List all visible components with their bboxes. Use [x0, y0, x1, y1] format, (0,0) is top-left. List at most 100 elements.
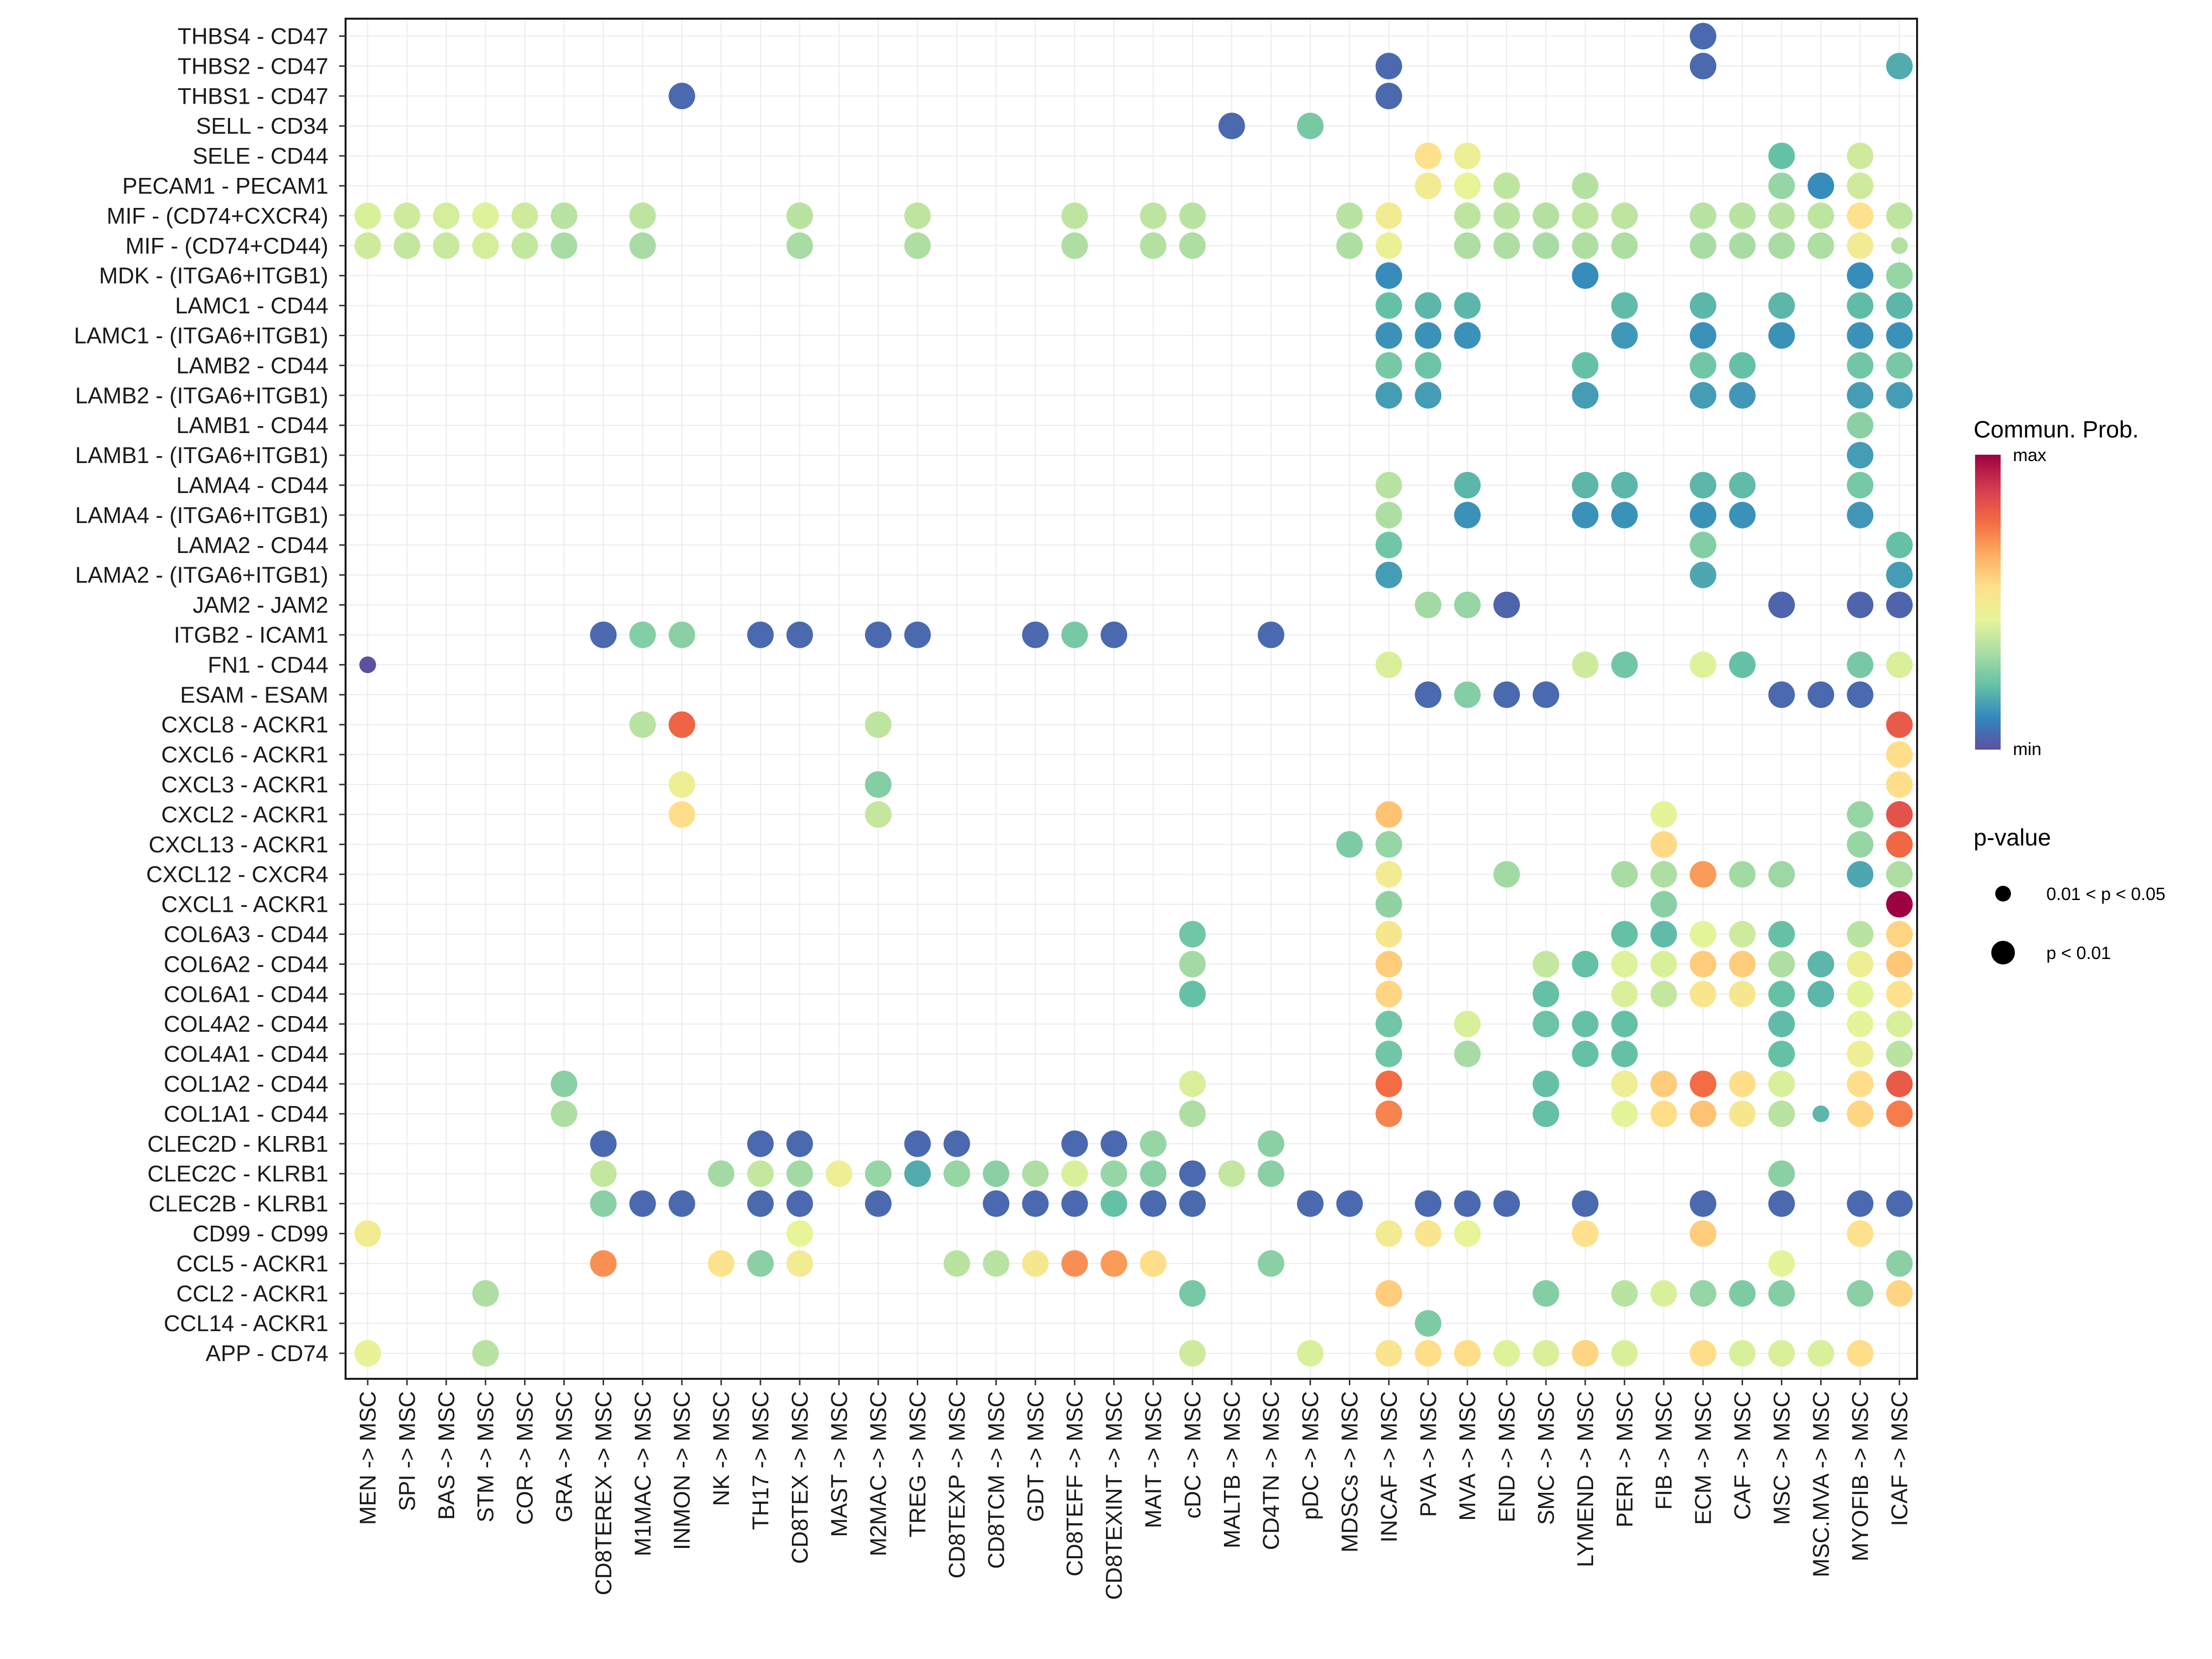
data-point — [1375, 1041, 1402, 1068]
data-point — [1768, 1071, 1795, 1097]
data-point — [1572, 262, 1599, 289]
data-point — [1847, 1071, 1874, 1097]
data-point — [1218, 113, 1245, 140]
y-tick-label: THBS2 - CD47 — [177, 53, 328, 79]
data-point — [1689, 1220, 1717, 1247]
x-tick-label: CAF -> MSC — [1730, 1391, 1755, 1520]
data-point — [1101, 1250, 1128, 1277]
size-legend-small-dot — [1995, 886, 2011, 902]
x-tick-label: MSC.MVA -> MSC — [1808, 1391, 1834, 1577]
y-tick-label: COL4A2 - CD44 — [164, 1011, 328, 1037]
x-tick-label: CD8TEREX -> MSC — [590, 1391, 616, 1595]
data-point — [1847, 501, 1874, 528]
data-point — [1061, 1250, 1088, 1277]
data-point — [1689, 861, 1717, 888]
data-point — [1689, 53, 1717, 80]
data-point — [1847, 1340, 1874, 1367]
data-point — [1768, 681, 1795, 708]
data-point — [1886, 53, 1913, 80]
data-point — [786, 1220, 813, 1247]
data-point — [1533, 951, 1559, 978]
y-tick-label: JAM2 - JAM2 — [193, 592, 328, 618]
data-point — [1729, 981, 1756, 1008]
data-point — [1415, 292, 1442, 319]
y-tick-label: FN1 - CD44 — [208, 652, 328, 677]
data-point — [1847, 232, 1874, 259]
data-point — [1179, 1340, 1206, 1367]
data-point — [472, 202, 499, 229]
data-point — [1572, 382, 1599, 409]
data-point — [1886, 1011, 1913, 1038]
data-point — [708, 1250, 735, 1277]
y-tick-label: CXCL6 - ACKR1 — [161, 742, 328, 767]
data-point — [1375, 651, 1402, 678]
x-tick-label: MYOFIB -> MSC — [1847, 1391, 1873, 1561]
data-point — [1768, 143, 1795, 170]
data-point — [1179, 1160, 1206, 1187]
data-point — [1729, 1100, 1756, 1127]
data-point — [1689, 472, 1717, 498]
data-point — [1689, 951, 1717, 978]
data-point — [865, 1190, 892, 1217]
data-point — [1847, 472, 1874, 498]
data-point — [1729, 472, 1756, 498]
data-point — [1493, 1190, 1520, 1217]
data-point — [1375, 861, 1402, 888]
data-point — [1336, 202, 1363, 229]
y-axis: THBS4 - CD47 THBS2 - CD47 THBS1 - CD47 SELL… — [74, 24, 346, 1366]
data-point — [1297, 1340, 1324, 1367]
data-point — [1375, 951, 1402, 978]
data-point — [1847, 921, 1874, 948]
y-tick-label: CLEC2D - KLRB1 — [147, 1131, 328, 1157]
data-point — [1454, 143, 1481, 170]
data-point — [1689, 531, 1717, 558]
x-tick-label: SMC -> MSC — [1533, 1391, 1559, 1525]
data-point — [1729, 1280, 1756, 1307]
y-tick-label: LAMC1 - CD44 — [175, 293, 328, 319]
x-tick-label: TREG -> MSC — [905, 1391, 931, 1538]
data-point — [1886, 1280, 1913, 1307]
data-point — [1886, 202, 1913, 229]
data-point — [1493, 591, 1520, 618]
data-point — [1891, 237, 1908, 254]
data-point — [433, 232, 460, 259]
data-point — [1886, 382, 1913, 409]
size-legend-title: p-value — [1974, 825, 2051, 851]
data-point — [1101, 1190, 1128, 1217]
data-point — [1493, 173, 1520, 199]
y-tick-label: CLEC2C - KLRB1 — [147, 1161, 328, 1187]
data-point — [1375, 831, 1402, 858]
data-point — [1768, 1100, 1795, 1127]
data-point — [1572, 951, 1599, 978]
data-point — [1375, 891, 1402, 918]
data-point — [1768, 591, 1795, 618]
data-point — [825, 1160, 852, 1187]
data-point — [1689, 352, 1717, 379]
x-tick-label: ICAF -> MSC — [1887, 1391, 1912, 1526]
x-tick-label: SPI -> MSC — [394, 1391, 420, 1511]
data-point — [1847, 352, 1874, 379]
x-tick-label: M2MAC -> MSC — [866, 1391, 891, 1556]
data-point — [590, 1130, 617, 1157]
data-point — [1689, 23, 1717, 50]
legend: Commun. Prob. max min p-value 0.01 < p <… — [1974, 417, 2165, 964]
y-tick-label: COL1A1 - CD44 — [164, 1101, 328, 1127]
data-point — [1650, 801, 1677, 828]
data-point — [1454, 232, 1481, 259]
x-tick-label: cDC -> MSC — [1180, 1391, 1205, 1518]
y-tick-label: COL4A1 - CD44 — [164, 1041, 328, 1067]
y-tick-label: COL6A2 - CD44 — [164, 951, 328, 977]
data-point — [1886, 801, 1913, 828]
data-point — [1729, 501, 1756, 528]
data-point — [511, 232, 538, 259]
data-point — [629, 232, 656, 259]
y-tick-label: CXCL13 - ACKR1 — [148, 832, 328, 857]
data-point — [1611, 232, 1638, 259]
data-point — [747, 621, 774, 648]
data-point — [1847, 322, 1874, 349]
data-point — [786, 1130, 813, 1157]
data-point — [1847, 442, 1874, 469]
data-point — [1650, 981, 1677, 1008]
data-points — [354, 23, 1913, 1367]
data-point — [1768, 1160, 1795, 1187]
